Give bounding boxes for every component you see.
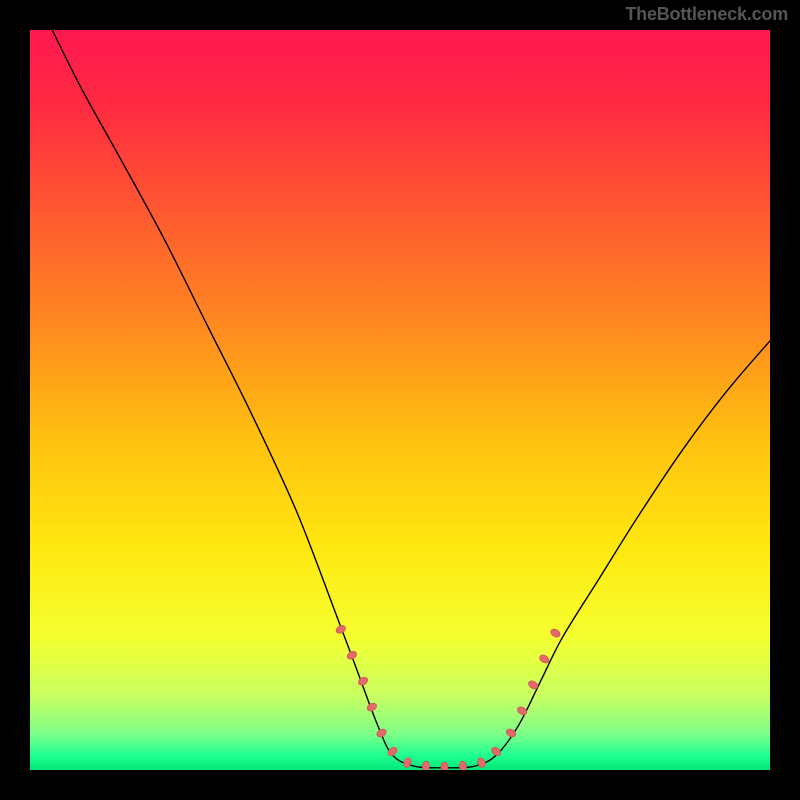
attribution-text: TheBottleneck.com <box>625 4 788 25</box>
chart-svg <box>30 30 770 770</box>
plot-area <box>30 30 770 770</box>
gradient-background <box>30 30 770 770</box>
curve-marker <box>441 762 448 770</box>
